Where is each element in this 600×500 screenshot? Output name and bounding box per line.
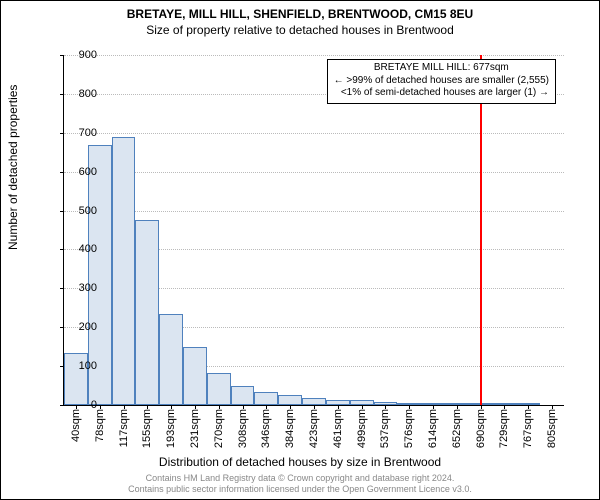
y-axis-label: Number of detached properties — [6, 85, 20, 250]
gridline — [64, 55, 564, 56]
annotation-line2: ← >99% of detached houses are smaller (2… — [334, 75, 549, 88]
y-tick-label: 700 — [61, 127, 97, 139]
histogram-bar — [278, 395, 302, 405]
y-tick-label: 200 — [61, 321, 97, 333]
x-tick-label: 767sqm — [522, 405, 534, 448]
y-tick-label: 300 — [61, 282, 97, 294]
x-tick-label: 423sqm — [308, 405, 320, 448]
marker-line — [480, 55, 482, 405]
y-tick-label: 100 — [61, 360, 97, 372]
gridline — [64, 133, 564, 134]
histogram-bar — [135, 220, 159, 406]
annotation-line3: <1% of semi-detached houses are larger (… — [334, 87, 549, 100]
plot-area: 40sqm78sqm117sqm155sqm193sqm231sqm270sqm… — [63, 55, 564, 406]
x-tick-label: 576sqm — [403, 405, 415, 448]
chart-subtitle: Size of property relative to detached ho… — [1, 23, 599, 37]
histogram-bar — [302, 398, 326, 405]
gridline — [64, 172, 564, 173]
x-tick-label: 308sqm — [237, 405, 249, 448]
x-tick-label: 652sqm — [451, 405, 463, 448]
x-tick-label: 117sqm — [118, 405, 130, 447]
x-tick-label: 346sqm — [260, 405, 272, 448]
histogram-bar — [183, 347, 207, 405]
x-tick-label: 614sqm — [427, 405, 439, 448]
x-axis-label: Distribution of detached houses by size … — [1, 455, 599, 469]
histogram-bar — [254, 392, 278, 405]
x-tick-label: 729sqm — [498, 405, 510, 448]
annotation-line1: BRETAYE MILL HILL: 677sqm — [334, 62, 549, 75]
histogram-bar — [231, 386, 255, 405]
x-tick-label: 499sqm — [356, 405, 368, 448]
y-tick-label: 900 — [61, 49, 97, 61]
histogram-bar — [159, 314, 183, 405]
annotation-box: BRETAYE MILL HILL: 677sqm← >99% of detac… — [327, 59, 556, 104]
gridline — [64, 211, 564, 212]
y-tick-label: 600 — [61, 166, 97, 178]
x-tick-label: 155sqm — [141, 405, 153, 448]
x-tick-label: 690sqm — [475, 405, 487, 448]
y-tick-label: 500 — [61, 205, 97, 217]
x-tick-label: 384sqm — [284, 405, 296, 448]
y-tick-label: 400 — [61, 243, 97, 255]
x-tick-label: 461sqm — [332, 405, 344, 448]
y-tick-label: 0 — [61, 399, 97, 411]
y-tick-label: 800 — [61, 88, 97, 100]
x-tick-label: 537sqm — [379, 405, 391, 448]
histogram-bar — [207, 373, 231, 405]
chart-title: BRETAYE, MILL HILL, SHENFIELD, BRENTWOOD… — [1, 7, 599, 21]
x-tick-label: 193sqm — [165, 405, 177, 448]
x-tick-label: 231sqm — [189, 405, 201, 448]
x-tick-label: 270sqm — [213, 405, 225, 448]
x-tick-label: 805sqm — [546, 405, 558, 448]
footnote-line1: Contains HM Land Registry data © Crown c… — [146, 473, 455, 483]
histogram-bar — [112, 137, 136, 405]
footnote: Contains HM Land Registry data © Crown c… — [1, 473, 599, 495]
footnote-line2: Contains public sector information licen… — [128, 484, 472, 494]
